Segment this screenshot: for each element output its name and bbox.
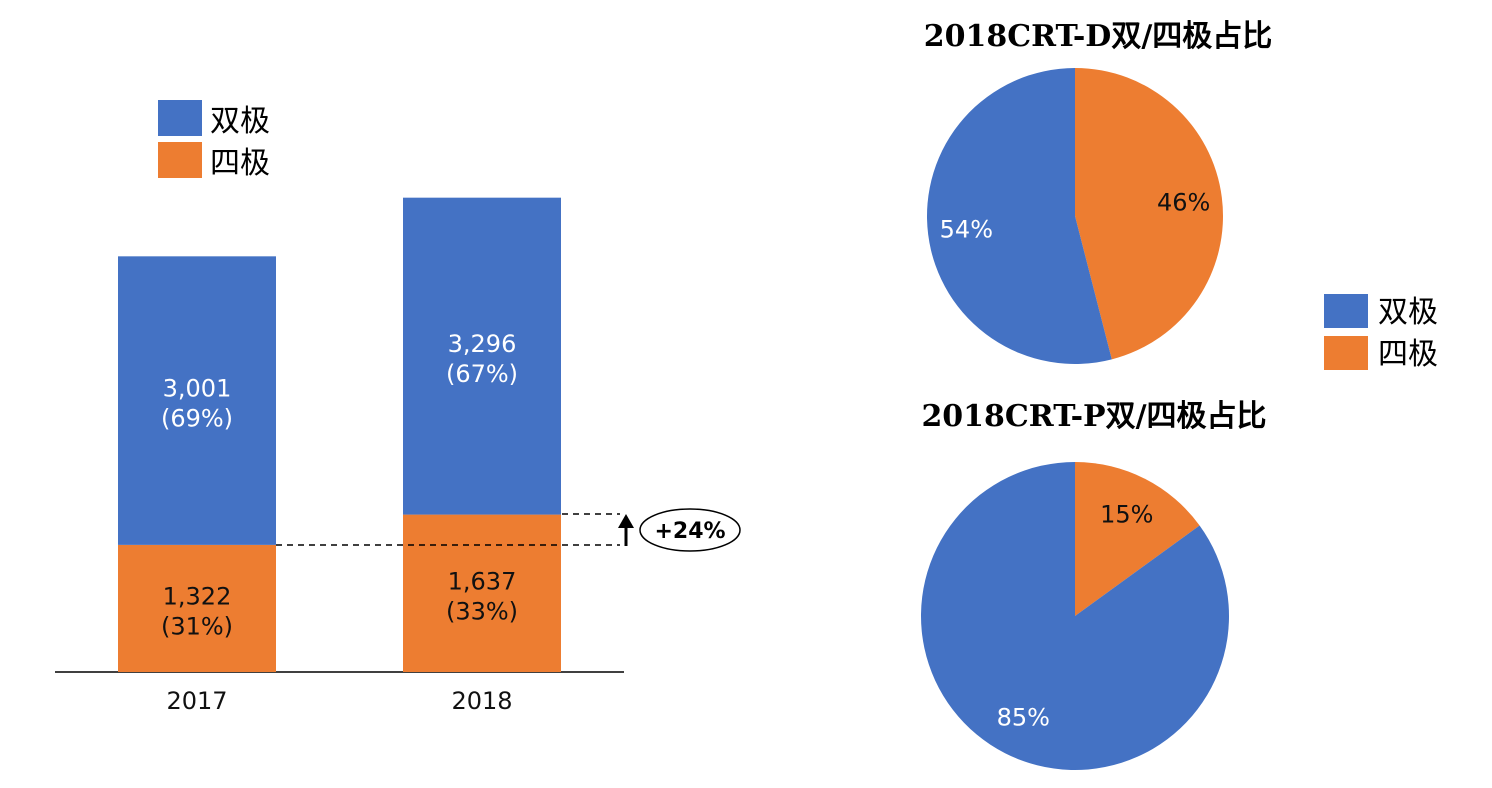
pie-slice-quadripolar-crt-d [1075,68,1223,360]
pie-legend-label-bipolar: 双极 [1378,295,1438,330]
pie-title-crt-p: 2018CRT-P双/四极占比 [921,399,1266,434]
data-label-quadripolar-value-2017: 1,322 [163,582,232,610]
pie-slice-quadripolar-crt-p [1075,462,1200,616]
pie-slice-bipolar-crt-d [926,68,1112,365]
bar-segment-bipolar-2018 [403,197,561,515]
pie-label-bipolar-crt-p: 85% [997,704,1050,732]
legend-label-quadripolar: 四极 [210,146,270,181]
data-label-quadripolar-pct-2018: (33%) [446,597,518,625]
growth-label: +24% [654,519,725,544]
data-label-quadripolar-pct-2017: (31%) [161,612,233,640]
bar-segment-quadripolar-2018 [403,514,561,672]
x-tick-label-2018: 2018 [451,687,512,715]
up-arrow-icon [618,514,634,528]
stacked-bar-chart: 1,322(31%) 3,001(69%) 2017 1,637(33%) 3,296(… [55,197,624,715]
legend-swatch-quadripolar [158,142,202,178]
growth-badge [639,508,741,552]
data-label-quadripolar-value-2018: 1,637 [448,567,517,595]
data-label-bipolar-pct-2018: (67%) [446,360,518,388]
data-label-bipolar-value-2017: 3,001 [163,375,232,403]
pie-label-quadripolar-crt-d: 46% [1157,188,1210,216]
pie-label-quadripolar-crt-p: 15% [1100,500,1153,528]
pie-chart-crt-d: 46% 54% [926,68,1223,365]
pie-legend-swatch-bipolar [1324,294,1368,328]
pie-legend-label-quadripolar: 四极 [1378,337,1438,372]
pie-legend-swatch-quadripolar [1324,336,1368,370]
bar-segment-bipolar-2017 [118,256,276,545]
data-label-bipolar-pct-2017: (69%) [161,405,233,433]
x-tick-label-2017: 2017 [166,687,227,715]
pie-chart-crt-p: 15% 85% [921,462,1229,770]
pie-label-bipolar-crt-d: 54% [940,216,993,244]
pie-slice-bipolar-crt-p [921,462,1229,770]
bar-segment-quadripolar-2017 [118,544,276,672]
pie-title-crt-d: 2018CRT-D双/四极占比 [924,19,1273,54]
legend-swatch-bipolar [158,100,202,136]
legend-label-bipolar: 双极 [210,104,270,139]
growth-annotation: +24% [276,508,741,552]
data-label-bipolar-value-2018: 3,296 [448,330,517,358]
